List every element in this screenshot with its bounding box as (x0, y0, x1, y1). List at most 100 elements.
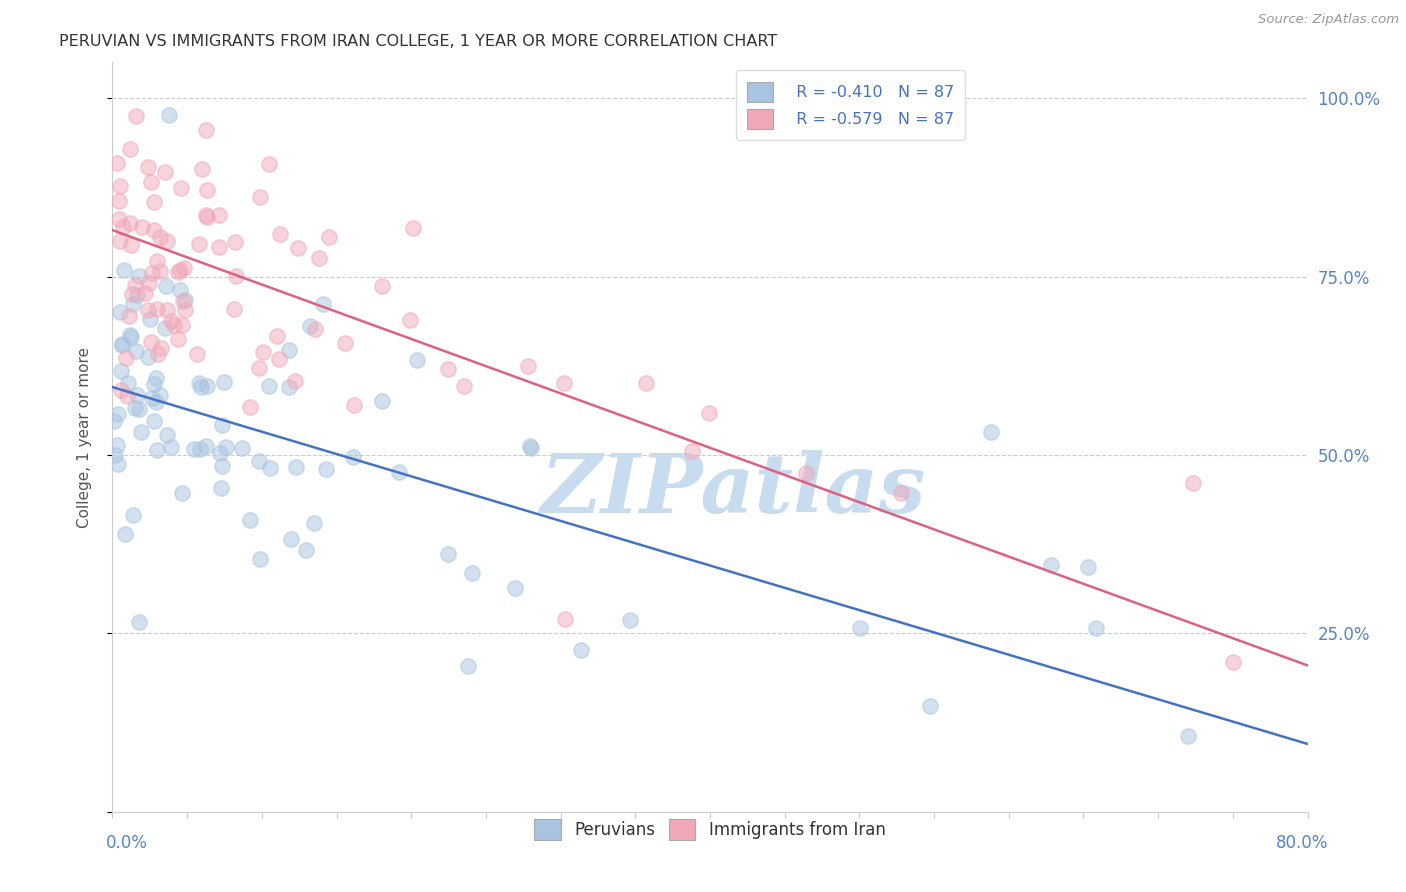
Point (115, 389, 138, 403)
Point (505, 581, 527, 595)
Point (1182, 475, 1205, 490)
Text: 0.0%: 0.0% (105, 834, 148, 852)
Point (125, 288, 148, 302)
Point (399, 313, 422, 327)
Point (143, 195, 166, 210)
Point (146, 254, 169, 268)
Point (128, 615, 150, 630)
Point (259, 461, 281, 475)
Point (121, 508, 143, 522)
Point (128, 268, 150, 283)
Point (142, 414, 165, 428)
Point (267, 352, 290, 367)
Point (124, 401, 146, 415)
Point (252, 345, 274, 359)
Point (207, 240, 229, 254)
Point (170, 485, 193, 500)
Point (211, 417, 233, 432)
Point (142, 377, 165, 392)
Point (211, 458, 233, 473)
Point (239, 513, 262, 527)
Point (304, 322, 326, 336)
Point (146, 442, 169, 457)
Point (141, 175, 163, 189)
Point (142, 223, 165, 237)
Point (287, 242, 309, 256)
Point (112, 220, 135, 235)
Point (794, 467, 817, 481)
Point (437, 361, 460, 376)
Point (157, 108, 180, 122)
Point (619, 613, 641, 627)
Point (188, 236, 211, 251)
Point (145, 301, 167, 316)
Point (112, 263, 135, 277)
Point (224, 235, 246, 249)
Text: Source: ZipAtlas.com: Source: ZipAtlas.com (1258, 13, 1399, 27)
Point (167, 265, 190, 279)
Point (169, 283, 191, 297)
Point (114, 527, 136, 541)
Point (120, 237, 142, 252)
Point (697, 406, 720, 420)
Point (107, 407, 129, 421)
Point (172, 294, 194, 309)
Point (128, 401, 150, 416)
Point (120, 216, 142, 230)
Point (173, 261, 195, 276)
Point (174, 293, 197, 307)
Point (110, 179, 132, 194)
Point (148, 347, 170, 361)
Point (457, 659, 479, 673)
Point (1039, 558, 1062, 573)
Point (318, 229, 340, 244)
Point (153, 164, 176, 178)
Point (195, 183, 218, 197)
Point (208, 446, 231, 460)
Point (107, 194, 129, 208)
Point (636, 376, 658, 390)
Point (108, 305, 131, 319)
Y-axis label: College, 1 year or more: College, 1 year or more (77, 347, 91, 527)
Point (266, 328, 288, 343)
Point (156, 428, 179, 442)
Point (173, 303, 195, 318)
Point (121, 287, 143, 301)
Point (890, 485, 912, 500)
Point (187, 376, 209, 391)
Point (188, 442, 211, 457)
Point (105, 156, 128, 170)
Point (160, 440, 183, 454)
Point (107, 212, 129, 227)
Point (124, 109, 146, 123)
Point (136, 160, 159, 174)
Point (195, 379, 218, 393)
Point (231, 441, 253, 455)
Point (124, 278, 146, 293)
Point (125, 344, 148, 359)
Point (195, 210, 218, 224)
Point (118, 309, 141, 323)
Point (136, 303, 159, 318)
Point (257, 379, 280, 393)
Point (249, 552, 271, 566)
Point (209, 481, 232, 495)
Point (436, 547, 458, 561)
Point (186, 347, 208, 361)
Point (111, 337, 134, 351)
Point (141, 266, 163, 280)
Point (520, 442, 543, 456)
Point (402, 220, 425, 235)
Point (461, 566, 484, 581)
Point (148, 387, 170, 401)
Point (118, 142, 141, 156)
Point (849, 621, 872, 635)
Point (134, 285, 156, 300)
Point (519, 439, 541, 453)
Point (208, 208, 231, 222)
Point (149, 263, 172, 277)
Point (285, 460, 308, 475)
Point (681, 443, 703, 458)
Point (277, 343, 299, 358)
Point (145, 371, 167, 385)
